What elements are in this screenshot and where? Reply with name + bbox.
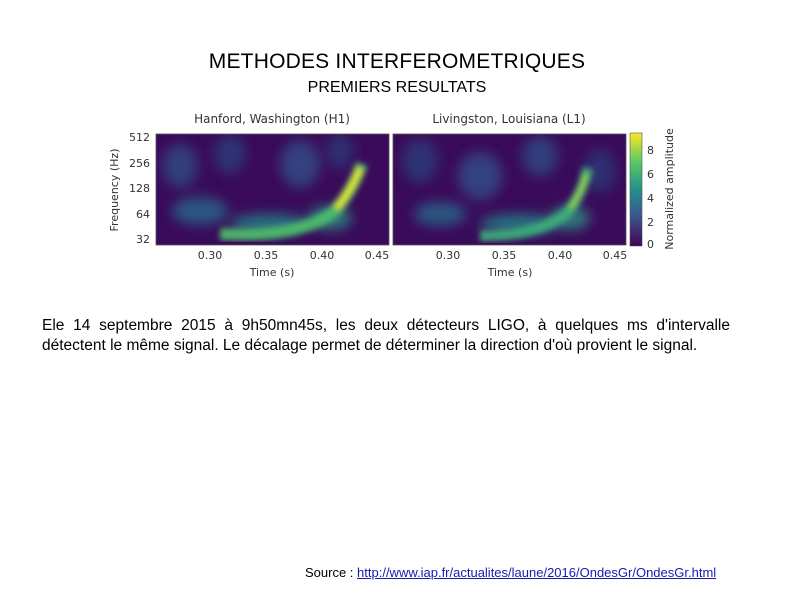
colorbar-label: Normalized amplitude — [663, 128, 676, 250]
spectrogram-h1 — [156, 134, 389, 245]
body-paragraph: Ele 14 septembre 2015 à 9h50mn45s, les d… — [42, 317, 730, 354]
y-tick-label: 32 — [136, 233, 150, 246]
x-axis-label-l1: Time (s) — [487, 266, 533, 279]
slide-title: METHODES INTERFEROMETRIQUES — [208, 50, 586, 73]
x-axis-label-h1: Time (s) — [249, 266, 295, 279]
y-tick-label: 256 — [129, 157, 150, 170]
y-tick-label: 64 — [136, 208, 150, 221]
panel-title-l1: Livingston, Louisiana (L1) — [432, 112, 585, 126]
slide-subtitle: PREMIERS RESULTATS — [307, 79, 487, 96]
colorbar-tick-label: 0 — [647, 238, 654, 251]
colorbar — [629, 132, 643, 247]
source-link[interactable]: http://www.iap.fr/actualites/laune/2016/… — [357, 565, 717, 580]
colorbar-tick-label: 6 — [647, 168, 654, 181]
source-line: Source : http://www.iap.fr/actualites/la… — [305, 565, 716, 580]
y-tick-label: 128 — [129, 182, 150, 195]
colorbar-tick-label: 8 — [647, 144, 654, 157]
x-tick-label: 0.35 — [492, 249, 517, 262]
x-tick-label: 0.45 — [365, 249, 390, 262]
source-label: Source : — [305, 565, 358, 580]
x-tick-label: 0.40 — [548, 249, 573, 262]
spectrogram-figure: Hanford, Washington (H1) Livingston, Lou… — [100, 106, 700, 286]
x-tick-label: 0.45 — [603, 249, 628, 262]
y-tick-label: 512 — [129, 131, 150, 144]
x-tick-label: 0.40 — [310, 249, 335, 262]
spectrogram-svg: Hanford, Washington (H1) Livingston, Lou… — [108, 112, 676, 279]
y-axis-label: Frequency (Hz) — [108, 149, 121, 232]
panel-title-h1: Hanford, Washington (H1) — [194, 112, 350, 126]
x-tick-label: 0.30 — [198, 249, 223, 262]
colorbar-tick-label: 4 — [647, 192, 654, 205]
colorbar-tick-label: 2 — [647, 216, 654, 229]
x-tick-label: 0.30 — [436, 249, 461, 262]
spectrogram-l1 — [393, 134, 626, 245]
x-tick-label: 0.35 — [254, 249, 279, 262]
